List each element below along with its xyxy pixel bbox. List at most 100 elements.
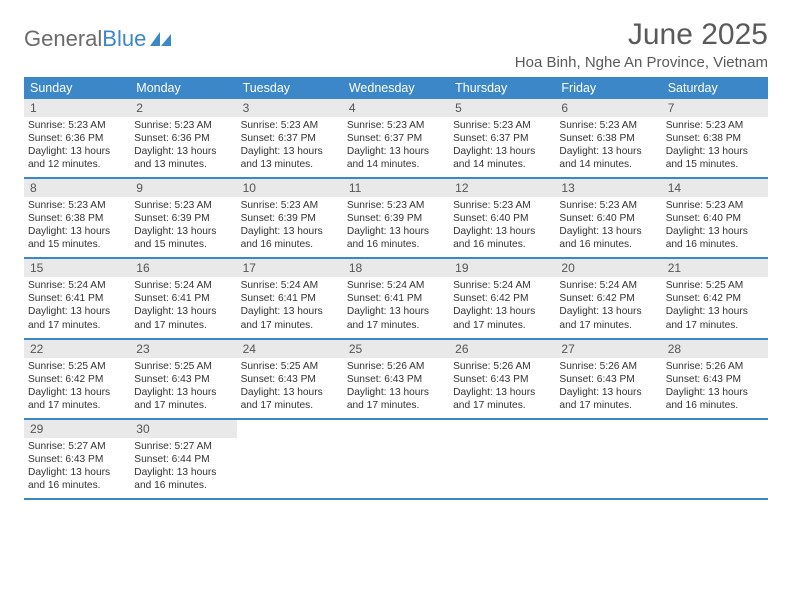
day-number: 10 <box>237 179 343 197</box>
day-details: Sunrise: 5:24 AMSunset: 6:41 PMDaylight:… <box>134 279 232 331</box>
day-cell: 8 Sunrise: 5:23 AMSunset: 6:38 PMDaylight… <box>24 179 130 257</box>
day-number: 5 <box>449 99 555 117</box>
week-row: 1Sunrise: 5:23 AMSunset: 6:36 PMDaylight… <box>24 99 768 179</box>
day-details: Sunrise: 5:26 AMSunset: 6:43 PMDaylight:… <box>453 360 551 412</box>
day-cell: 18Sunrise: 5:24 AMSunset: 6:41 PMDayligh… <box>343 259 449 337</box>
day-cell: 3 Sunrise: 5:23 AMSunset: 6:37 PMDaylight… <box>237 99 343 177</box>
week-row: 8 Sunrise: 5:23 AMSunset: 6:38 PMDaylight… <box>24 179 768 259</box>
dow-header-cell: Monday <box>130 77 236 99</box>
day-details: Sunrise: 5:27 AMSunset: 6:43 PMDaylight:… <box>28 440 126 492</box>
day-details: Sunrise: 5:23 AMSunset: 6:37 PMDaylight:… <box>347 119 445 171</box>
day-details: Sunrise: 5:23 AMSunset: 6:38 PMDaylight:… <box>28 199 126 251</box>
day-number: 29 <box>24 420 130 438</box>
day-number: 11 <box>343 179 449 197</box>
page-header: GeneralBlue June 2025 Hoa Binh, Nghe An … <box>24 18 768 71</box>
day-details: Sunrise: 5:23 AMSunset: 6:40 PMDaylight:… <box>666 199 764 251</box>
day-cell: 21Sunrise: 5:25 AMSunset: 6:42 PMDayligh… <box>662 259 768 337</box>
day-number: 20 <box>555 259 661 277</box>
week-row: 15Sunrise: 5:24 AMSunset: 6:41 PMDayligh… <box>24 259 768 339</box>
day-of-week-header-row: SundayMondayTuesdayWednesdayThursdayFrid… <box>24 77 768 99</box>
day-details: Sunrise: 5:23 AMSunset: 6:37 PMDaylight:… <box>453 119 551 171</box>
day-number: 25 <box>343 340 449 358</box>
day-number: 19 <box>449 259 555 277</box>
day-cell: 19 Sunrise: 5:24 AMSunset: 6:42 PMDayligh… <box>449 259 555 337</box>
brand-logo: GeneralBlue <box>24 18 173 52</box>
day-details: Sunrise: 5:23 AMSunset: 6:36 PMDaylight:… <box>134 119 232 171</box>
weeks-container: 1Sunrise: 5:23 AMSunset: 6:36 PMDaylight… <box>24 99 768 500</box>
day-number: 21 <box>662 259 768 277</box>
day-cell: 1Sunrise: 5:23 AMSunset: 6:36 PMDaylight… <box>24 99 130 177</box>
dow-header-cell: Friday <box>555 77 661 99</box>
day-number: 7 <box>662 99 768 117</box>
dow-header-cell: Tuesday <box>237 77 343 99</box>
day-number: 12 <box>449 179 555 197</box>
day-cell: 2 Sunrise: 5:23 AMSunset: 6:36 PMDaylight… <box>130 99 236 177</box>
day-number: 30 <box>130 420 236 438</box>
day-details: Sunrise: 5:26 AMSunset: 6:43 PMDaylight:… <box>559 360 657 412</box>
day-cell: 22 Sunrise: 5:25 AMSunset: 6:42 PMDayligh… <box>24 340 130 418</box>
day-details: Sunrise: 5:24 AMSunset: 6:41 PMDaylight:… <box>28 279 126 331</box>
day-number: 22 <box>24 340 130 358</box>
day-number: 6 <box>555 99 661 117</box>
day-number: 9 <box>130 179 236 197</box>
day-number: 17 <box>237 259 343 277</box>
week-row: 22 Sunrise: 5:25 AMSunset: 6:42 PMDayligh… <box>24 340 768 420</box>
day-cell: 6 Sunrise: 5:23 AMSunset: 6:38 PMDaylight… <box>555 99 661 177</box>
day-details: Sunrise: 5:23 AMSunset: 6:38 PMDaylight:… <box>666 119 764 171</box>
day-details: Sunrise: 5:27 AMSunset: 6:44 PMDaylight:… <box>134 440 232 492</box>
day-cell: 30 Sunrise: 5:27 AMSunset: 6:44 PMDayligh… <box>130 420 236 498</box>
day-cell <box>662 420 768 498</box>
day-details: Sunrise: 5:23 AMSunset: 6:39 PMDaylight:… <box>347 199 445 251</box>
day-details: Sunrise: 5:23 AMSunset: 6:40 PMDaylight:… <box>453 199 551 251</box>
day-cell: 15 Sunrise: 5:24 AMSunset: 6:41 PMDayligh… <box>24 259 130 337</box>
day-number: 2 <box>130 99 236 117</box>
calendar-grid: SundayMondayTuesdayWednesdayThursdayFrid… <box>24 77 768 500</box>
day-cell: 20Sunrise: 5:24 AMSunset: 6:42 PMDayligh… <box>555 259 661 337</box>
day-cell: 16 Sunrise: 5:24 AMSunset: 6:41 PMDayligh… <box>130 259 236 337</box>
week-row: 29 Sunrise: 5:27 AMSunset: 6:43 PMDayligh… <box>24 420 768 500</box>
day-cell: 27Sunrise: 5:26 AMSunset: 6:43 PMDayligh… <box>555 340 661 418</box>
day-cell: 5 Sunrise: 5:23 AMSunset: 6:37 PMDaylight… <box>449 99 555 177</box>
day-number: 24 <box>237 340 343 358</box>
day-details: Sunrise: 5:23 AMSunset: 6:39 PMDaylight:… <box>241 199 339 251</box>
day-number: 8 <box>24 179 130 197</box>
day-cell: 25Sunrise: 5:26 AMSunset: 6:43 PMDayligh… <box>343 340 449 418</box>
day-details: Sunrise: 5:25 AMSunset: 6:43 PMDaylight:… <box>134 360 232 412</box>
day-cell: 4 Sunrise: 5:23 AMSunset: 6:37 PMDaylight… <box>343 99 449 177</box>
dow-header-cell: Thursday <box>449 77 555 99</box>
day-cell: 23 Sunrise: 5:25 AMSunset: 6:43 PMDayligh… <box>130 340 236 418</box>
day-details: Sunrise: 5:24 AMSunset: 6:42 PMDaylight:… <box>453 279 551 331</box>
day-number: 3 <box>237 99 343 117</box>
day-number: 13 <box>555 179 661 197</box>
day-number: 23 <box>130 340 236 358</box>
day-number: 14 <box>662 179 768 197</box>
day-details: Sunrise: 5:23 AMSunset: 6:39 PMDaylight:… <box>134 199 232 251</box>
day-cell <box>343 420 449 498</box>
logo-word-1: General <box>24 26 102 52</box>
day-number: 15 <box>24 259 130 277</box>
day-details: Sunrise: 5:25 AMSunset: 6:42 PMDaylight:… <box>28 360 126 412</box>
day-cell: 7 Sunrise: 5:23 AMSunset: 6:38 PMDaylight… <box>662 99 768 177</box>
location-text: Hoa Binh, Nghe An Province, Vietnam <box>515 54 768 71</box>
day-number: 1 <box>24 99 130 117</box>
dow-header-cell: Sunday <box>24 77 130 99</box>
day-cell <box>555 420 661 498</box>
day-number: 18 <box>343 259 449 277</box>
day-number: 16 <box>130 259 236 277</box>
day-cell: 11 Sunrise: 5:23 AMSunset: 6:39 PMDayligh… <box>343 179 449 257</box>
day-cell: 17 Sunrise: 5:24 AMSunset: 6:41 PMDayligh… <box>237 259 343 337</box>
day-cell <box>237 420 343 498</box>
day-details: Sunrise: 5:26 AMSunset: 6:43 PMDaylight:… <box>666 360 764 412</box>
day-details: Sunrise: 5:23 AMSunset: 6:37 PMDaylight:… <box>241 119 339 171</box>
day-number: 4 <box>343 99 449 117</box>
day-cell: 26 Sunrise: 5:26 AMSunset: 6:43 PMDayligh… <box>449 340 555 418</box>
day-number: 26 <box>449 340 555 358</box>
day-details: Sunrise: 5:24 AMSunset: 6:41 PMDaylight:… <box>241 279 339 331</box>
logo-sail-icon <box>149 30 173 48</box>
title-block: June 2025 Hoa Binh, Nghe An Province, Vi… <box>515 18 768 71</box>
day-cell: 10 Sunrise: 5:23 AMSunset: 6:39 PMDayligh… <box>237 179 343 257</box>
day-details: Sunrise: 5:23 AMSunset: 6:38 PMDaylight:… <box>559 119 657 171</box>
month-title: June 2025 <box>515 18 768 52</box>
day-cell: 13Sunrise: 5:23 AMSunset: 6:40 PMDayligh… <box>555 179 661 257</box>
dow-header-cell: Wednesday <box>343 77 449 99</box>
